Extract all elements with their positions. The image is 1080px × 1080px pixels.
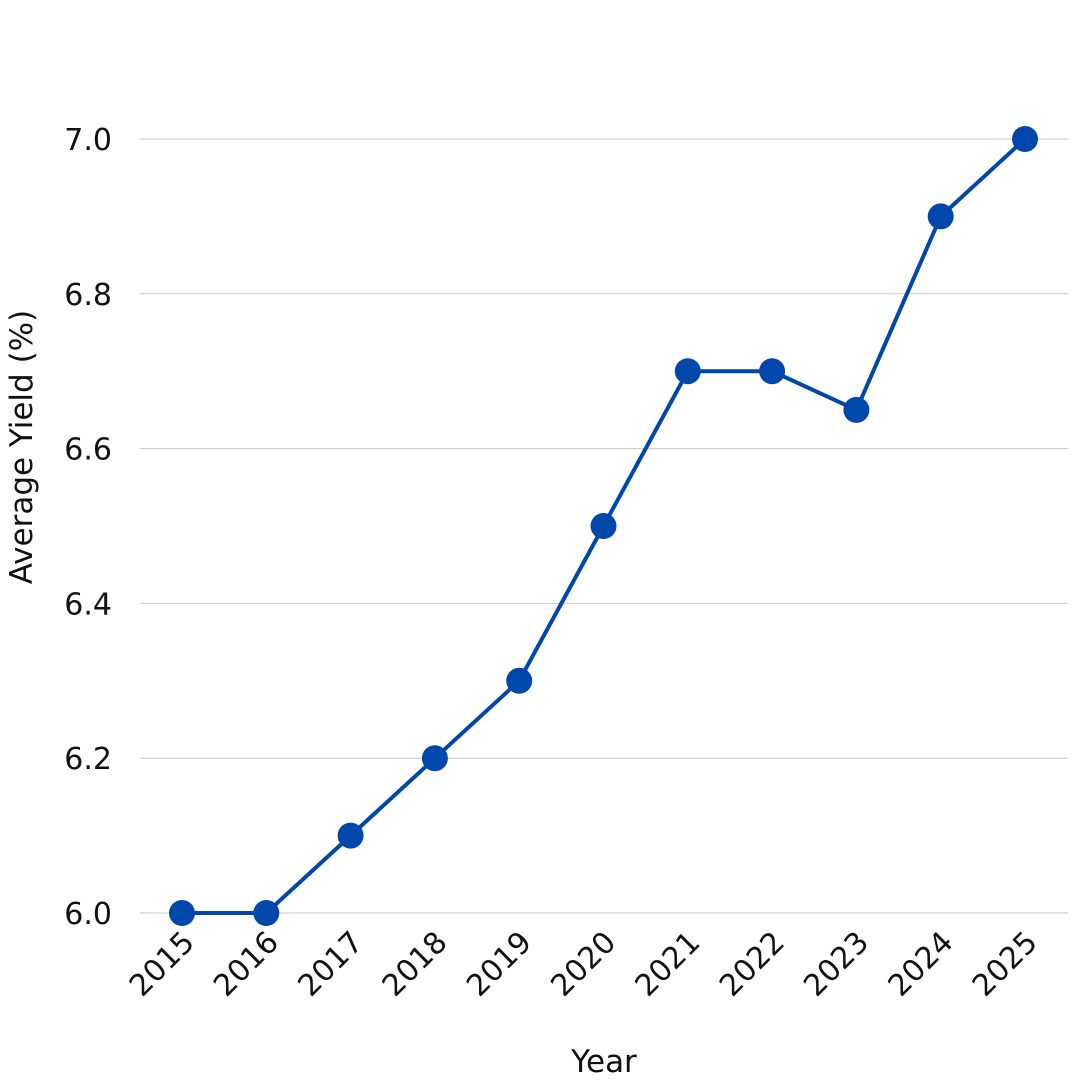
- y-tick-label: 6.6: [64, 433, 112, 468]
- y-axis-ticks: 6.0 6.2 6.4 6.6 6.8 7.0: [64, 123, 112, 932]
- x-axis-title: Year: [570, 1044, 637, 1080]
- data-point: [1012, 126, 1038, 152]
- data-point: [506, 667, 533, 694]
- series-layer: [169, 126, 1038, 926]
- x-axis-ticks: 2015 2016 2017 2018 2019 2020 2021 2022 2023 2024…: [123, 925, 1045, 1004]
- y-tick-label: 7.0: [64, 123, 112, 158]
- x-tick-label: 2022: [713, 925, 792, 1004]
- data-point: [590, 513, 617, 539]
- data-point: [253, 900, 280, 926]
- data-point: [927, 203, 954, 230]
- data-point: [421, 745, 448, 772]
- data-point: [337, 822, 364, 849]
- x-tick-label: 2017: [292, 925, 371, 1004]
- x-tick-label: 2025: [966, 925, 1045, 1004]
- y-tick-label: 6.0: [64, 897, 112, 932]
- data-point: [843, 396, 870, 423]
- x-tick-label: 2015: [123, 925, 202, 1004]
- x-tick-label: 2024: [882, 925, 961, 1004]
- y-tick-label: 6.2: [64, 742, 112, 777]
- data-point: [169, 900, 195, 926]
- x-tick-label: 2023: [797, 925, 876, 1004]
- data-point: [759, 358, 786, 385]
- x-tick-label: 2016: [207, 925, 286, 1004]
- y-axis-title: Average Yield (%): [4, 310, 40, 584]
- x-tick-label: 2020: [544, 925, 623, 1004]
- y-tick-label: 6.8: [64, 278, 112, 313]
- x-tick-label: 2018: [376, 925, 455, 1004]
- x-tick-label: 2021: [629, 925, 708, 1004]
- x-tick-label: 2019: [460, 925, 539, 1004]
- gridlines: [140, 138, 1068, 914]
- y-tick-label: 6.4: [64, 587, 112, 622]
- data-point: [674, 358, 701, 385]
